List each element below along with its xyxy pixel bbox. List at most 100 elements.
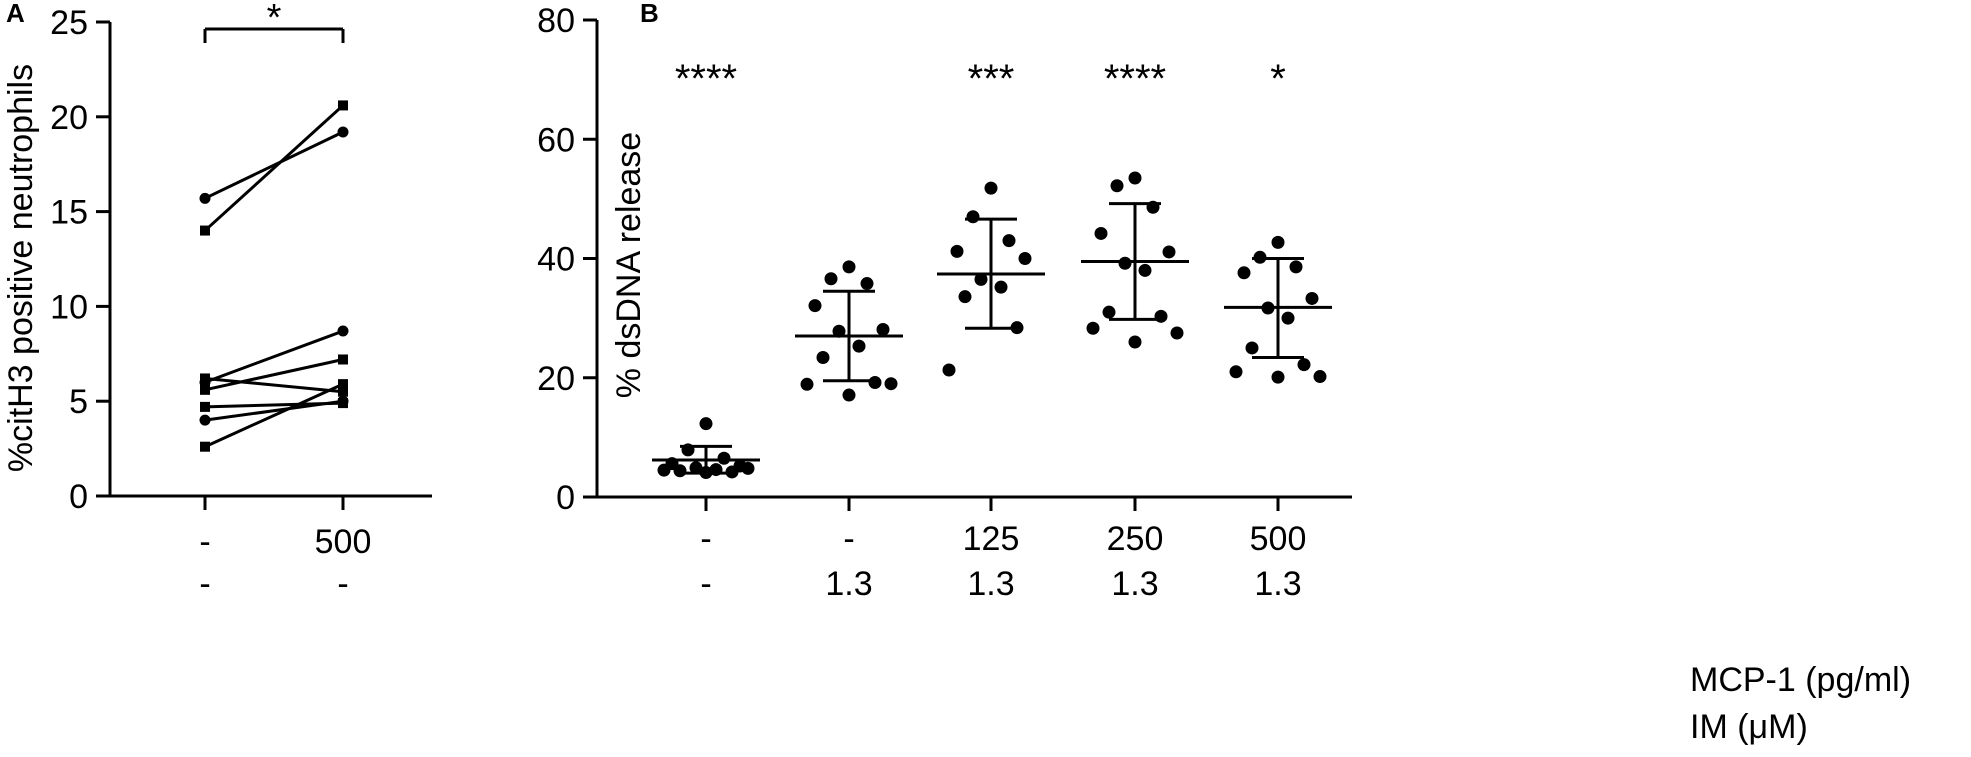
- data-point: [689, 461, 703, 475]
- panel-b-row2-title: IM (μM): [1690, 708, 1808, 746]
- data-point: [1094, 226, 1108, 240]
- data-point: [868, 376, 882, 390]
- data-point: [800, 377, 814, 391]
- data-point: [199, 192, 211, 204]
- x-row2-label: -: [700, 565, 711, 603]
- data-point: [338, 354, 348, 365]
- data-point: [966, 210, 980, 224]
- data-point: [1297, 358, 1311, 372]
- y-tick-label: 0: [69, 478, 88, 516]
- data-point: [1086, 321, 1100, 335]
- data-point: [860, 277, 874, 291]
- data-point: [1154, 309, 1168, 323]
- data-point: [842, 388, 856, 402]
- data-point: [1313, 370, 1327, 384]
- data-point: [673, 464, 687, 478]
- x-row2-label: 1.3: [967, 565, 1014, 603]
- x-row2-label: -: [199, 565, 210, 603]
- data-point: [942, 363, 956, 377]
- data-point: [741, 461, 755, 475]
- data-point: [832, 324, 846, 338]
- data-point: [337, 126, 349, 138]
- panel-a: A %citH3 positive neutrophils 0 5 10 15 20 25…: [2, 0, 432, 603]
- paired-line: [204, 358, 344, 392]
- x-row1-label: 250: [1107, 520, 1164, 558]
- data-point: [958, 290, 972, 304]
- y-tick-label: 25: [50, 4, 88, 42]
- data-point: [717, 451, 731, 465]
- data-point: [338, 379, 348, 390]
- x-row1-label: -: [843, 520, 854, 558]
- y-tick-label: 20: [50, 99, 88, 137]
- data-point: [1118, 256, 1132, 270]
- data-point: [1128, 335, 1142, 349]
- x-row2-label: -: [337, 565, 348, 603]
- data-point: [1162, 245, 1176, 259]
- y-tick-label: 5: [69, 383, 88, 421]
- significance-stars: ****: [675, 57, 737, 101]
- paired-line: [204, 329, 344, 384]
- panel-b-y-axis-label: % dsDNA release: [610, 132, 648, 398]
- data-point: [1018, 252, 1032, 265]
- x-row2-label: 1.3: [1254, 565, 1301, 603]
- panel-a-label: A: [6, 0, 25, 28]
- data-point: [1170, 326, 1184, 340]
- paired-line: [204, 376, 344, 394]
- data-point: [824, 272, 838, 286]
- y-tick-label: 0: [556, 479, 575, 517]
- y-tick-label: 40: [537, 241, 575, 279]
- panel-b-label: B: [640, 0, 659, 28]
- y-tick-label: 80: [537, 2, 575, 40]
- y-tick-label: 60: [537, 121, 575, 159]
- data-point: [1102, 305, 1116, 319]
- x-row2-label: 1.3: [825, 565, 872, 603]
- data-point: [816, 350, 830, 364]
- data-point: [1138, 263, 1152, 277]
- data-point: [1237, 266, 1251, 280]
- data-point: [200, 225, 210, 236]
- x-row1-label: 125: [963, 520, 1020, 558]
- data-point: [1289, 260, 1303, 274]
- x-row1-label: 500: [1250, 520, 1307, 558]
- paired-line: [203, 104, 345, 232]
- data-point: [1271, 235, 1285, 249]
- data-point: [1305, 291, 1319, 305]
- data-point: [852, 339, 866, 353]
- data-point: [1281, 311, 1295, 325]
- data-point: [884, 377, 898, 391]
- significance-stars: ****: [1104, 57, 1166, 101]
- x-row1-label: -: [700, 520, 711, 558]
- y-tick-label: 15: [50, 194, 88, 232]
- data-point: [199, 414, 211, 426]
- data-point: [200, 441, 210, 452]
- panel-a-y-axis-label: %citH3 positive neutrophils: [2, 64, 40, 472]
- data-point: [1128, 171, 1142, 185]
- x-row2-label: 1.3: [1111, 565, 1158, 603]
- significance-stars: ***: [968, 57, 1015, 101]
- significance-star: *: [267, 0, 282, 39]
- data-point: [950, 244, 964, 258]
- data-point: [337, 325, 349, 337]
- y-tick-label: 10: [50, 288, 88, 326]
- data-point: [876, 322, 890, 336]
- data-point: [337, 395, 349, 407]
- x-category-label: -: [199, 523, 210, 561]
- data-point: [1110, 179, 1124, 193]
- data-point: [338, 100, 348, 111]
- data-point: [699, 417, 713, 431]
- data-point: [994, 280, 1008, 294]
- data-point: [974, 272, 988, 286]
- data-point: [1002, 234, 1016, 248]
- panel-b: B % dsDNA release MCP-1 (pg/ml) IM (μM) …: [537, 0, 1911, 746]
- data-point: [984, 181, 998, 195]
- data-point: [338, 386, 348, 397]
- data-point: [1271, 370, 1285, 384]
- paired-line: [204, 382, 344, 449]
- data-point: [842, 260, 856, 274]
- y-tick-label: 20: [537, 360, 575, 398]
- x-category-label: 500: [315, 523, 372, 561]
- paired-line: [204, 399, 344, 422]
- data-point: [1229, 365, 1243, 379]
- data-point: [657, 463, 671, 477]
